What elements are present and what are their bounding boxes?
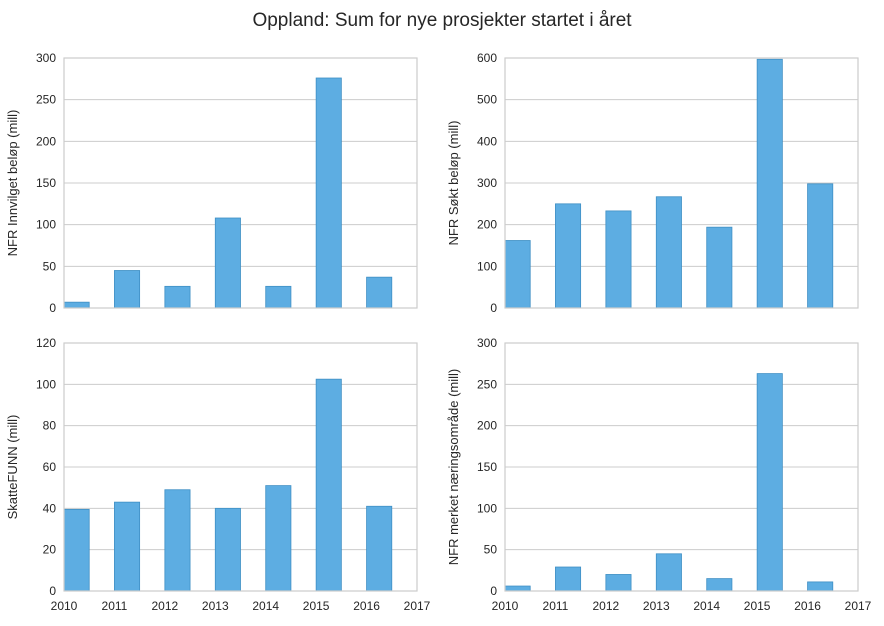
bar-2010: [504, 585, 531, 592]
x-tick-label: 2010: [492, 599, 519, 613]
bar-2011: [114, 501, 141, 592]
subplot-4: 0 50 100 150 200 250 300 2010 2011 2012 2013 2014 20…: [446, 336, 872, 613]
y-tick-label: 40: [43, 501, 57, 515]
axes-frame: [63, 342, 418, 592]
x-tick-label: 2017: [404, 599, 431, 613]
y-tick-label: 80: [43, 419, 57, 433]
y-tick-label: 150: [477, 460, 497, 474]
y-axis-label: NFR Søkt beløp (mill): [446, 121, 461, 246]
bar-2014: [265, 485, 292, 592]
x-tick-label: 2016: [353, 599, 380, 613]
bar-2010: [63, 508, 90, 592]
bar-2013: [655, 553, 682, 592]
y-tick-label: 0: [490, 584, 497, 598]
x-tick-label: 2015: [744, 599, 771, 613]
bar-2015: [756, 58, 783, 309]
x-tick-label: 2017: [845, 599, 872, 613]
x-tick-label: 2015: [303, 599, 330, 613]
bar-2015: [315, 77, 342, 309]
y-tick-label: 250: [477, 377, 497, 391]
x-tick-label: 2011: [543, 599, 569, 613]
y-tick-label: 300: [477, 336, 497, 350]
y-tick-label: 50: [484, 543, 498, 557]
bar-2015: [756, 373, 783, 592]
y-tick-label: 100: [477, 501, 497, 515]
bar-2015: [315, 378, 342, 592]
y-tick-label: 120: [36, 336, 56, 350]
bar-2011: [555, 566, 582, 592]
subplot-2: 0 100 200 300 400 500 600 NFR Søkt beløp (mill): [446, 51, 859, 315]
x-tick-label: 2013: [643, 599, 670, 613]
bar-2011: [114, 270, 141, 309]
bar-2010: [504, 240, 531, 309]
x-tick-label: 2013: [202, 599, 229, 613]
bar-2014: [706, 578, 733, 592]
x-tick-label: 2014: [252, 599, 279, 613]
x-tick-label: 2016: [794, 599, 821, 613]
bar-2016: [366, 505, 393, 592]
y-tick-label: 100: [36, 377, 56, 391]
x-tick-label: 2010: [51, 599, 78, 613]
y-tick-label: 300: [477, 176, 497, 190]
y-tick-label: 200: [477, 419, 497, 433]
bar-2014: [265, 285, 292, 309]
bar-2011: [555, 203, 582, 309]
bar-2010: [63, 301, 90, 309]
y-tick-label: 500: [477, 93, 497, 107]
x-tick-label: 2011: [102, 599, 128, 613]
y-tick-label: 60: [43, 460, 57, 474]
bar-2014: [706, 226, 733, 309]
y-tick-label: 0: [490, 301, 497, 315]
y-tick-label: 100: [477, 259, 497, 273]
y-tick-label: 20: [43, 543, 57, 557]
y-tick-label: 200: [36, 134, 56, 148]
y-tick-label: 50: [43, 259, 57, 273]
y-tick-label: 0: [49, 584, 56, 598]
y-axis-label: SkatteFUNN (mill): [5, 415, 20, 520]
bar-2016: [807, 581, 834, 592]
subplot-1: 0 50 100 150 200 250 300 NFR Innvilget beløp (m…: [5, 51, 418, 315]
y-tick-label: 400: [477, 134, 497, 148]
figure-title: Oppland: Sum for nye prosjekter startet …: [252, 10, 632, 31]
y-tick-label: 250: [36, 93, 56, 107]
y-tick-label: 300: [36, 51, 56, 65]
x-tick-label: 2012: [152, 599, 179, 613]
y-tick-label: 0: [49, 301, 56, 315]
x-tick-label: 2012: [593, 599, 620, 613]
bar-2016: [807, 183, 834, 309]
subplot-3: 0 20 40 60 80 100 120 2010 2011 2012 2013 2014 2015 2…: [5, 336, 431, 613]
axes-frame: [504, 342, 859, 592]
bar-2012: [605, 574, 632, 592]
bar-2012: [164, 285, 191, 309]
y-tick-label: 100: [36, 218, 56, 232]
bar-2013: [214, 507, 241, 592]
y-tick-label: 200: [477, 218, 497, 232]
y-tick-label: 150: [36, 176, 56, 190]
bar-2013: [214, 217, 241, 309]
y-axis-label: NFR Innvilget beløp (mill): [5, 110, 20, 257]
y-axis-label: NFR merket næringsområde (mill): [446, 369, 461, 565]
bar-2016: [366, 276, 393, 309]
bar-2012: [605, 210, 632, 309]
bar-2013: [655, 196, 682, 309]
y-tick-label: 600: [477, 51, 497, 65]
axes-frame: [63, 57, 418, 309]
axes-frame: [504, 57, 859, 309]
x-tick-label: 2014: [693, 599, 720, 613]
bar-2012: [164, 489, 191, 592]
